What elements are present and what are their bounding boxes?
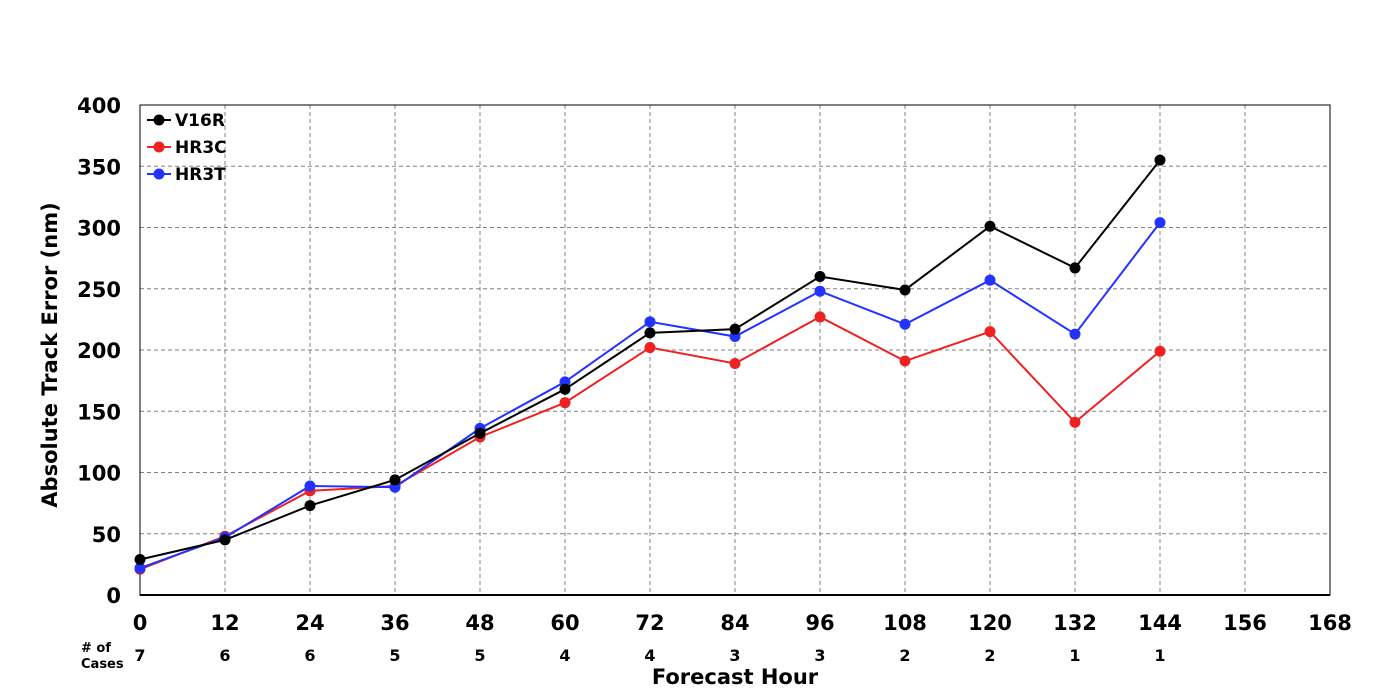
- y-tick-label: 400: [77, 94, 121, 118]
- legend-label: V16R: [175, 111, 225, 131]
- data-point: [474, 427, 486, 439]
- x-tick-label: 156: [1223, 611, 1267, 635]
- case-count: 7: [134, 646, 145, 665]
- data-point: [1069, 262, 1081, 274]
- legend-item: HR3T: [147, 165, 226, 185]
- legend-marker: [153, 168, 165, 180]
- x-tick-label: 72: [635, 611, 664, 635]
- data-point: [304, 480, 316, 492]
- x-tick-label: 84: [720, 611, 749, 635]
- data-point: [134, 553, 146, 565]
- legend-item: HR3C: [147, 138, 227, 158]
- data-point: [304, 500, 316, 512]
- case-count: 4: [559, 646, 570, 665]
- legend-label: HR3C: [175, 138, 227, 158]
- data-point: [814, 311, 826, 323]
- legend-label: HR3T: [175, 165, 226, 185]
- x-axis-title: Forecast Hour: [652, 665, 819, 689]
- data-point: [134, 562, 146, 574]
- x-tick-label: 144: [1138, 611, 1182, 635]
- data-point: [559, 397, 571, 409]
- y-axis-title: Absolute Track Error (nm): [38, 202, 62, 507]
- data-point: [559, 383, 571, 395]
- x-tick-label: 168: [1308, 611, 1352, 635]
- case-count: 2: [899, 646, 910, 665]
- y-tick-label: 100: [77, 462, 121, 486]
- y-tick-label: 350: [77, 155, 121, 179]
- y-tick-label: 250: [77, 278, 121, 302]
- case-count: 2: [984, 646, 995, 665]
- data-point: [984, 274, 996, 286]
- data-point: [1069, 328, 1081, 340]
- cases-header-line: Cases: [81, 657, 124, 672]
- legend-item: V16R: [147, 111, 225, 131]
- case-count: 6: [304, 646, 315, 665]
- case-count: 3: [814, 646, 825, 665]
- data-point: [1069, 416, 1081, 428]
- data-series: [134, 154, 1166, 575]
- y-tick-label: 0: [106, 584, 121, 608]
- case-count: 1: [1069, 646, 1080, 665]
- case-count: 5: [389, 646, 400, 665]
- data-point: [899, 355, 911, 367]
- legend-marker: [153, 114, 165, 126]
- y-tick-label: 300: [77, 217, 121, 241]
- y-tick-label: 150: [77, 400, 121, 424]
- data-point: [1154, 154, 1166, 166]
- x-tick-label: 96: [805, 611, 834, 635]
- data-point: [814, 285, 826, 297]
- grid-lines: [140, 105, 1330, 595]
- data-point: [1154, 217, 1166, 229]
- case-counts: 7 6 6 5 5 4 4 3 3 2 2 1 1: [134, 646, 1165, 665]
- case-count: 6: [219, 646, 230, 665]
- cases-header: # of Cases: [81, 641, 124, 672]
- data-point: [389, 474, 401, 486]
- data-point: [219, 534, 231, 546]
- x-tick-label: 108: [883, 611, 927, 635]
- x-tick-label: 24: [295, 611, 324, 635]
- case-count: 1: [1154, 646, 1165, 665]
- data-point: [644, 327, 656, 339]
- case-count: 3: [729, 646, 740, 665]
- case-count: 4: [644, 646, 655, 665]
- series-v16r: [134, 154, 1166, 565]
- x-tick-label: 36: [380, 611, 409, 635]
- data-point: [644, 342, 656, 354]
- x-tick-label: 60: [550, 611, 579, 635]
- data-point: [729, 323, 741, 335]
- x-tick-label: 132: [1053, 611, 1097, 635]
- case-count: 5: [474, 646, 485, 665]
- x-tick-label: 0: [133, 611, 148, 635]
- x-tick-label: 120: [968, 611, 1012, 635]
- data-point: [644, 316, 656, 328]
- data-point: [899, 318, 911, 330]
- legend: V16R HR3C HR3T: [147, 111, 227, 185]
- cases-header-line: # of: [81, 641, 111, 656]
- x-tick-label: 12: [210, 611, 239, 635]
- legend-marker: [153, 141, 165, 153]
- data-point: [984, 220, 996, 232]
- data-point: [1154, 345, 1166, 357]
- data-point: [729, 357, 741, 369]
- data-point: [984, 326, 996, 338]
- x-tick-label: 48: [465, 611, 494, 635]
- x-axis-ticks: 0 12 24 36 48 60 72 84 96 108 120 132 144 156 168: [133, 611, 1352, 635]
- y-axis-ticks: 0 50 100 150 200 250 300 350 400: [77, 94, 121, 608]
- y-tick-label: 200: [77, 339, 121, 363]
- data-point: [899, 284, 911, 296]
- y-tick-label: 50: [92, 523, 121, 547]
- data-point: [814, 271, 826, 282]
